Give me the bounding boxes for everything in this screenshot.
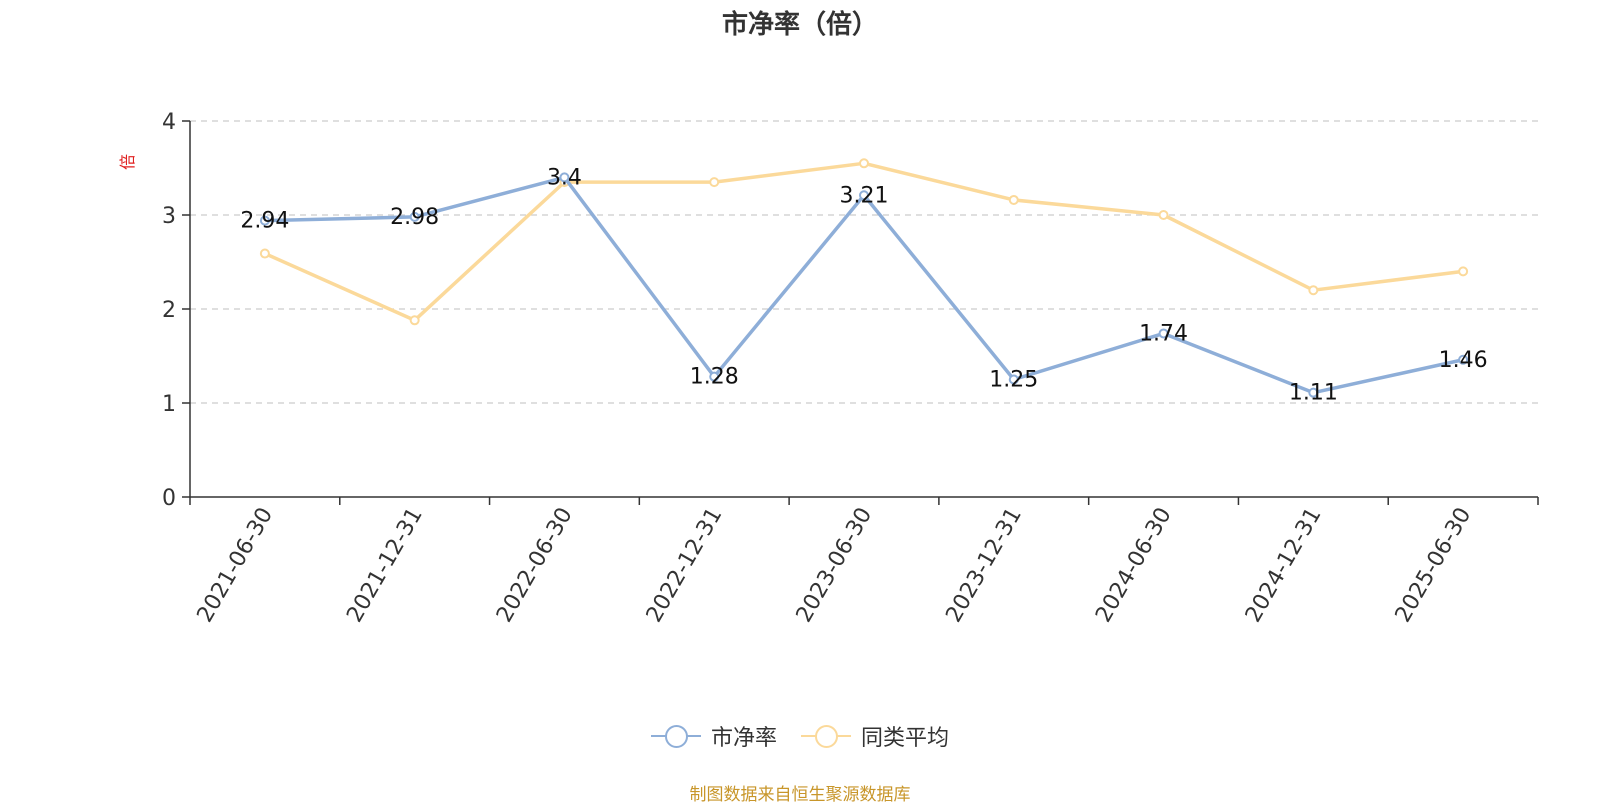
x-tick-label: 2023-06-30 bbox=[792, 504, 878, 627]
data-source-note: 制图数据来自恒生聚源数据库 bbox=[689, 785, 911, 805]
data-label: 3.21 bbox=[840, 183, 889, 208]
data-point-0 bbox=[1158, 328, 1169, 339]
data-label: 1.25 bbox=[989, 368, 1038, 393]
data-point-1 bbox=[1458, 266, 1469, 277]
y-tick-label: 1 bbox=[162, 392, 176, 417]
legend-label-peer-average: 同类平均 bbox=[861, 726, 950, 751]
data-point-1 bbox=[409, 315, 420, 326]
data-point-1 bbox=[259, 248, 270, 259]
data-label: 2.94 bbox=[240, 209, 289, 234]
legend-label-pb: 市净率 bbox=[710, 726, 777, 751]
data-point-0 bbox=[409, 211, 420, 222]
x-tick-label: 2024-12-31 bbox=[1241, 504, 1327, 627]
data-point-0 bbox=[709, 371, 720, 382]
data-point-0 bbox=[1458, 354, 1469, 365]
data-point-0 bbox=[559, 172, 570, 183]
x-tick-label: 2022-06-30 bbox=[492, 504, 578, 627]
data-point-0 bbox=[1008, 374, 1019, 385]
y-tick-label: 3 bbox=[162, 204, 176, 229]
chart-title: 市净率（倍） bbox=[721, 10, 878, 40]
data-label: 3.4 bbox=[547, 165, 582, 190]
data-label: 1.74 bbox=[1139, 321, 1188, 346]
x-tick-label: 2025-06-30 bbox=[1391, 504, 1477, 627]
y-tick-label: 4 bbox=[162, 110, 176, 135]
data-point-1 bbox=[1008, 194, 1019, 205]
x-tick-label: 2021-06-30 bbox=[193, 504, 279, 627]
data-point-1 bbox=[1158, 210, 1169, 220]
y-tick-label: 2 bbox=[162, 298, 176, 323]
series-line-0 bbox=[264, 175, 1464, 395]
x-tick-label: 2023-12-31 bbox=[941, 504, 1027, 627]
data-point-0 bbox=[859, 190, 869, 201]
data-label: 1.28 bbox=[690, 365, 739, 390]
data-point-1 bbox=[709, 177, 720, 188]
y-tick-label: 0 bbox=[162, 486, 176, 511]
data-point-0 bbox=[1308, 387, 1319, 398]
legend-item-peer-average[interactable]: 同类平均 bbox=[801, 720, 949, 752]
x-tick-label: 2021-12-31 bbox=[342, 503, 428, 626]
data-label: 1.11 bbox=[1289, 381, 1338, 406]
legend-marker-peer-average-icon bbox=[801, 723, 851, 749]
data-label: 1.46 bbox=[1439, 348, 1488, 373]
x-tick-label: 2024-06-30 bbox=[1091, 504, 1177, 627]
data-label: 2.98 bbox=[390, 205, 439, 230]
data-point-0 bbox=[259, 215, 270, 226]
legend: 市净率 同类平均 bbox=[0, 720, 1600, 752]
x-tick-label: 2022-12-31 bbox=[642, 504, 728, 627]
data-point-1 bbox=[1308, 285, 1319, 296]
data-point-1 bbox=[859, 158, 869, 169]
legend-marker-pb-icon bbox=[650, 723, 701, 749]
legend-item-pb[interactable]: 市净率 bbox=[650, 720, 777, 752]
